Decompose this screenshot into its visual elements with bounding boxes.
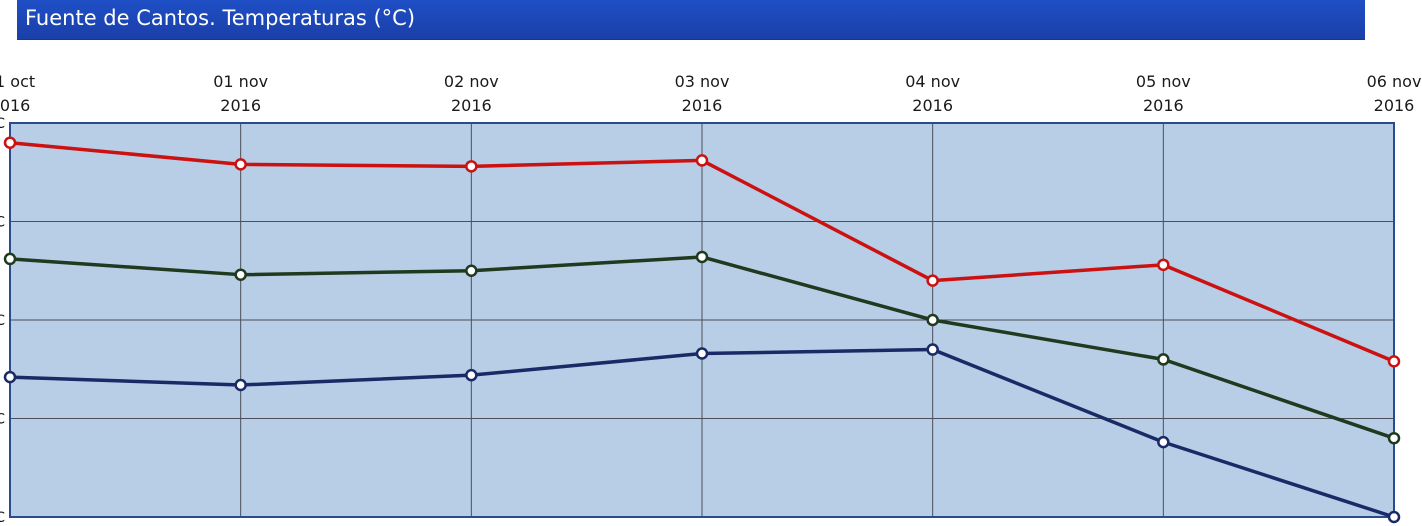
x-tick-label: 05 nov 2016: [1136, 72, 1191, 115]
series-3-point: [1387, 510, 1401, 524]
chart-title: Fuente de Cantos. Temperaturas (°C): [25, 6, 416, 30]
x-tick-label: 02 nov 2016: [444, 72, 499, 115]
y-tick-label: C: [0, 412, 5, 428]
y-tick-label: C: [0, 215, 5, 231]
x-tick-label: 03 nov 2016: [675, 72, 730, 115]
series-3-point: [465, 368, 478, 382]
series-1-point: [1157, 258, 1170, 272]
title-bar: Fuente de Cantos. Temperaturas (°C): [17, 0, 1365, 40]
series-2-point: [1387, 431, 1401, 445]
y-tick-label: C: [0, 116, 5, 132]
series-3-point: [695, 347, 709, 360]
series-2-point: [926, 313, 939, 327]
y-tick-label: C: [0, 510, 5, 526]
x-tick-label: 04 nov 2016: [905, 72, 960, 115]
x-tick-label: 06 nov 2016: [1367, 72, 1422, 115]
x-tick-label: 01 nov 2016: [213, 72, 268, 115]
series-1-point: [3, 136, 17, 149]
series-2-point: [234, 268, 247, 281]
series-3-point: [1157, 435, 1170, 449]
x-tick-label: 31 oct2016: [0, 72, 35, 115]
plot-frame: [9, 122, 1395, 518]
series-1-point: [465, 160, 478, 173]
series-3-point: [234, 378, 247, 392]
series-1-point: [695, 154, 709, 167]
series-2-point: [465, 264, 478, 277]
series-2-point: [3, 252, 17, 266]
y-tick-label: C: [0, 313, 5, 329]
series-1-point: [1387, 355, 1401, 368]
series-1-point: [926, 274, 939, 287]
series-1-point: [234, 158, 247, 171]
series-3-point: [3, 370, 17, 384]
series-2-point: [1157, 353, 1170, 366]
series-2-point: [695, 250, 709, 264]
series-3-point: [926, 343, 939, 356]
